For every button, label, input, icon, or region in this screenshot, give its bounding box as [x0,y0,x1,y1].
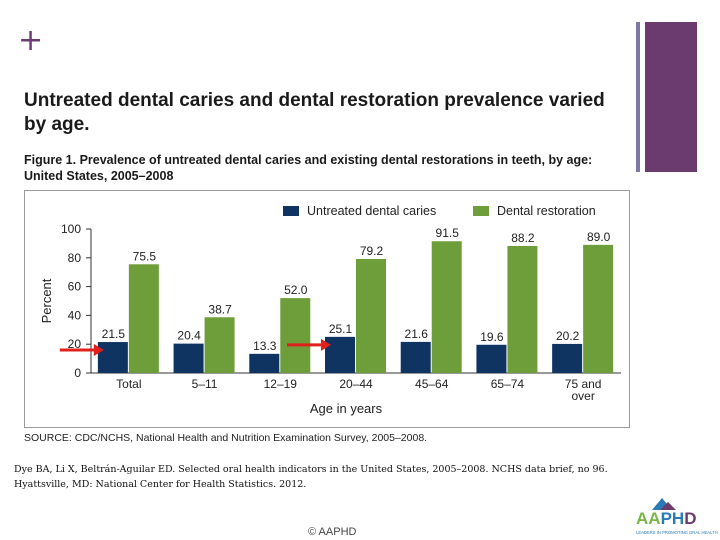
data-label: 19.6 [480,330,504,344]
bar-restoration [280,298,311,373]
bar-restoration [204,317,235,373]
data-label: 91.5 [436,226,460,240]
data-label: 21.6 [405,327,429,341]
bar-untreated [400,341,431,373]
bar-untreated [173,343,204,373]
plus-icon: + [18,23,44,58]
data-label: 25.1 [329,322,353,336]
x-tick-label: 75 and over [565,377,602,403]
data-label: 13.3 [253,339,277,353]
data-label: 88.2 [511,231,535,245]
y-tick-label: 20 [68,337,82,351]
annotation-arrow [287,338,331,351]
citation: Dye BA, Li X, Beltrán-Aguilar ED. Select… [14,464,608,490]
legend-label: Untreated dental caries [307,204,436,218]
y-tick-label: 60 [68,280,82,294]
chart-source: SOURCE: CDC/NCHS, National Health and Nu… [24,432,428,444]
bar-restoration [128,264,159,373]
bar-untreated [325,336,355,373]
x-tick-label: 20–44 [339,377,373,391]
logo-peak-icon [660,502,676,510]
bar-untreated [249,353,280,373]
figure-caption: Figure 1. Prevalence of untreated dental… [24,153,593,183]
logo-wordmark: AAPHD [636,509,696,528]
logo-tagline: LEADERS IN PROMOTING ORAL HEALTH [636,530,718,535]
annotation-arrow [59,344,104,357]
bar-chart: 0 20 40 60 80 100 Percent 21.5 75.5 Total 20.4 38.7… [39,204,621,416]
x-tick-label: 5–11 [192,377,218,391]
y-tick-label: 100 [61,222,81,236]
bar-untreated [476,344,507,373]
data-label: 21.5 [102,327,126,341]
y-tick-label: 0 [74,366,81,380]
bar-restoration [356,258,386,373]
x-tick-label: Total [116,377,141,391]
y-tick-label: 40 [68,308,82,322]
copyright: © AAPHD [308,526,357,538]
y-tick-label: 80 [68,251,82,265]
y-axis-title: Percent [39,278,54,323]
legend-swatch [473,206,489,216]
bar-restoration [507,245,538,373]
legend-swatch [283,206,299,216]
x-tick-label: 45–64 [415,377,449,391]
data-label: 75.5 [133,249,157,263]
data-label: 79.2 [360,244,384,258]
data-label: 89.0 [587,230,611,244]
bar-restoration [431,241,462,373]
bar-untreated [552,343,583,373]
aaphd-logo: AAPHD LEADERS IN PROMOTING ORAL HEALTH [636,498,718,535]
x-tick-label: 65–74 [491,377,525,391]
bar-untreated [97,342,128,373]
data-label: 38.7 [208,302,232,316]
decorative-bar-thick [645,22,697,172]
slide-headline: Untreated dental caries and dental resto… [24,90,605,135]
chart-container: 0 20 40 60 80 100 Percent 21.5 75.5 Total 20.4 38.7… [24,190,630,428]
x-axis-title: Age in years [310,401,383,416]
data-label: 20.4 [177,329,201,343]
data-label: 52.0 [284,283,308,297]
data-label: 20.2 [556,329,580,343]
decorative-bar-thin [636,22,640,172]
x-tick-label: 12–19 [264,377,298,391]
bar-restoration [583,244,614,373]
legend-label: Dental restoration [497,204,596,218]
